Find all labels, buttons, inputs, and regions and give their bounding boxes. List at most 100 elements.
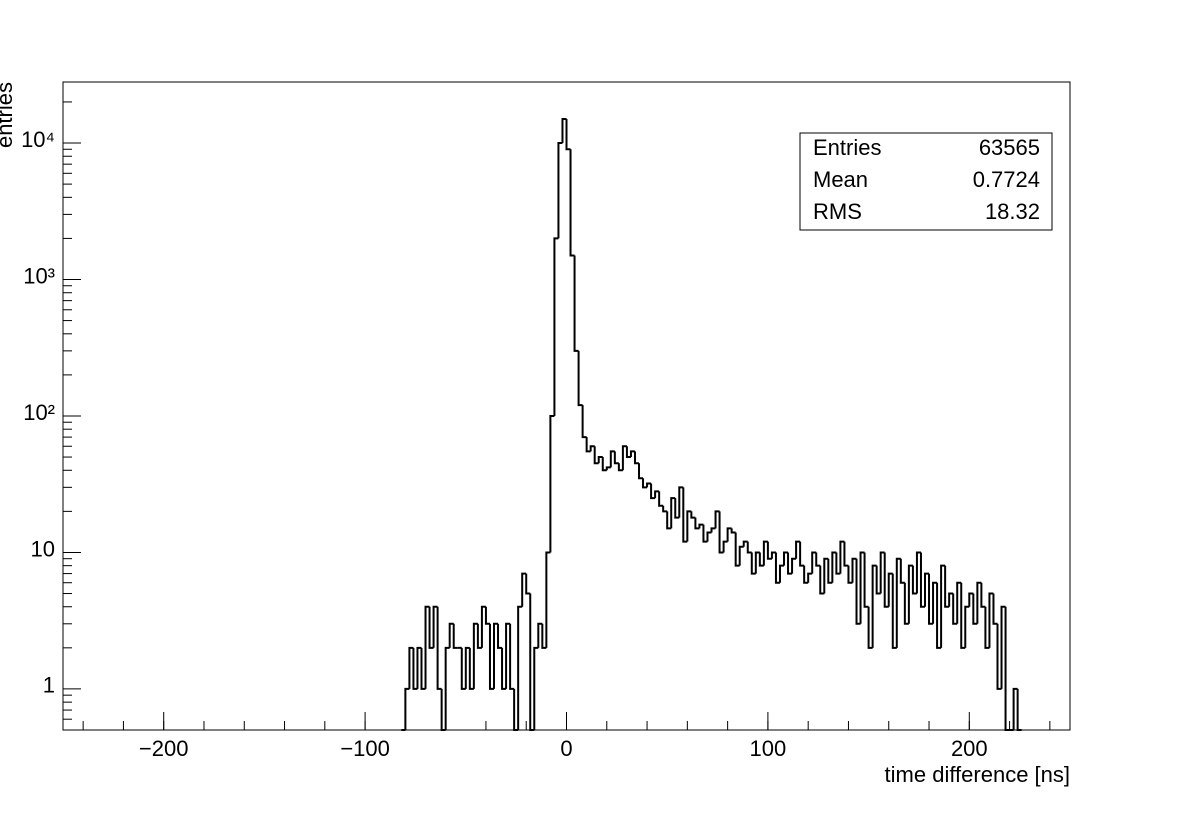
histogram-bin (819, 565, 825, 595)
histogram-bin (613, 451, 619, 465)
histogram-bin (887, 572, 893, 607)
histogram-bin (633, 451, 640, 465)
histogram-bin (992, 593, 998, 625)
histogram-bin (980, 582, 986, 608)
histogram-bin (472, 622, 478, 689)
histogram-bin (1012, 687, 1018, 730)
histogram-bin (799, 541, 805, 567)
histogram-bin (734, 532, 740, 567)
y-axis-title: entries (0, 82, 17, 148)
histogram-bin (1016, 688, 1022, 731)
x-axis-title: time difference [ns] (885, 762, 1070, 787)
histogram-bin (642, 478, 648, 489)
histogram-bin (815, 552, 821, 567)
histogram-bin (923, 572, 930, 607)
histogram-bin (879, 551, 885, 594)
histogram-bin (577, 350, 583, 407)
histogram-bin (754, 551, 760, 574)
histogram-bin (452, 623, 458, 649)
histogram-bin (412, 647, 418, 690)
histogram-bin (972, 593, 978, 625)
histogram-bin (976, 581, 982, 624)
histogram-bin (654, 490, 660, 499)
histogram-bin (670, 497, 676, 529)
x-tick-label: 200 (951, 736, 988, 761)
histogram-bin (952, 593, 958, 625)
x-tick-label: 0 (560, 736, 572, 761)
histogram-bin (807, 572, 813, 583)
histogram-bin (549, 414, 555, 553)
histogram-bin (569, 149, 575, 257)
histogram-bin (589, 445, 595, 452)
histogram-bin (468, 647, 474, 690)
x-tick-label: −100 (340, 736, 390, 761)
histogram-bin (573, 255, 579, 352)
histogram-bin (944, 565, 950, 608)
y-tick-label: 10⁴ (21, 127, 55, 152)
histogram-bin (488, 623, 494, 690)
histogram-bin (940, 564, 946, 648)
histogram-bin (480, 605, 486, 648)
histogram-bin (541, 623, 547, 649)
histogram-bin (742, 540, 748, 547)
histogram-bin (476, 623, 482, 649)
histogram-bin (948, 592, 954, 607)
histogram-bin (1000, 605, 1006, 689)
histogram-bin (811, 551, 817, 574)
histogram-bin (662, 505, 668, 513)
histogram-bin (903, 582, 909, 625)
histogram-bin (553, 237, 559, 416)
histogram-bin (774, 552, 780, 584)
histogram-bin (674, 498, 680, 519)
histogram-bin (911, 565, 917, 595)
histogram-bin (597, 456, 603, 464)
histogram-bin (791, 557, 797, 574)
histogram-bin (629, 450, 635, 458)
histogram-bin (428, 606, 434, 649)
histogram-bin (762, 540, 768, 566)
histogram-bin (501, 647, 507, 690)
histogram-bin (823, 557, 829, 594)
histogram-bin (517, 605, 523, 730)
histogram-bin (513, 688, 519, 731)
histogram-bin (484, 606, 490, 625)
y-tick-label: 10 (31, 536, 55, 561)
histogram-bin (521, 572, 527, 607)
stats-value: 0.7724 (973, 167, 1040, 192)
histogram-bin (436, 606, 442, 690)
histogram-bin (996, 623, 1002, 690)
histogram-bin (440, 688, 446, 731)
histogram-bin (968, 592, 974, 607)
histogram-bin (932, 581, 938, 624)
histogram-bin (787, 552, 793, 575)
histogram-bin (682, 487, 688, 543)
histogram-bin (778, 564, 785, 583)
histogram-bin (646, 482, 652, 488)
histogram-bin (766, 541, 772, 560)
stats-label: Mean (813, 167, 868, 192)
histogram-bin (936, 582, 942, 649)
histogram-bin (907, 564, 913, 624)
histogram-bin (738, 545, 744, 566)
stats-label: Entries (813, 135, 881, 160)
histogram-bin (984, 606, 990, 649)
histogram-bin (855, 558, 861, 625)
histogram-bin (557, 142, 563, 239)
histogram-bin (464, 646, 470, 689)
histogram-bin (666, 511, 672, 530)
histogram-bin (883, 552, 889, 608)
histogram-bin (460, 647, 466, 690)
histogram-bin (871, 564, 877, 648)
histogram-bin (919, 552, 925, 608)
histogram-bin (827, 558, 833, 584)
histogram-bin (609, 450, 615, 468)
histogram-bin (746, 541, 752, 554)
histogram-bin (730, 528, 736, 534)
histogram-bin (533, 646, 539, 730)
histogram-bin (726, 527, 732, 542)
histogram-bin (444, 646, 450, 730)
x-tick-label: −200 (139, 736, 189, 761)
histogram-bin (831, 551, 837, 583)
histogram-bin (891, 573, 897, 649)
